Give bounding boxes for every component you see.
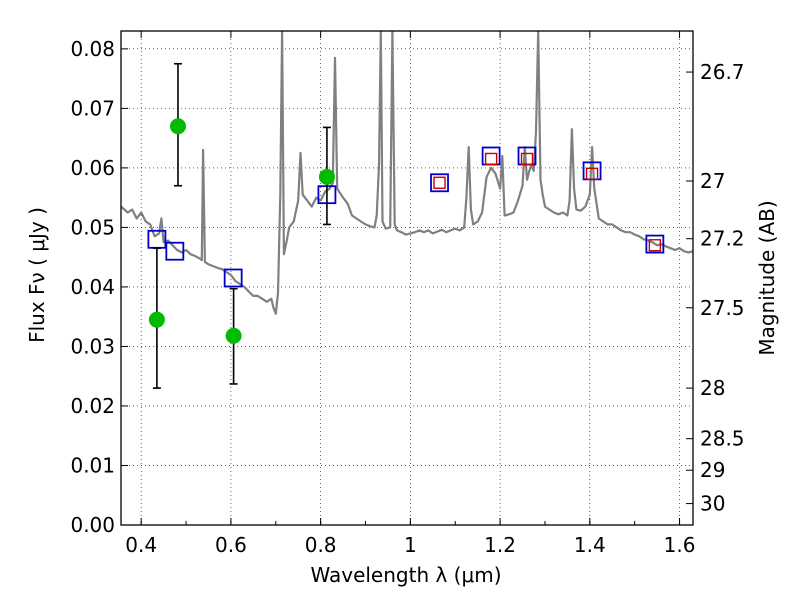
right-tick-label: 26.7 [700, 60, 745, 84]
model-photometry-marker [430, 173, 449, 193]
model-photometry-marker [165, 241, 185, 261]
right-tick-label: 29 [700, 458, 725, 482]
y-tick-label: 0.08 [70, 37, 115, 61]
right-axis-title: Magnitude (AB) [755, 200, 779, 355]
y-tick-label: 0.06 [70, 156, 115, 180]
y-tick-label: 0.03 [70, 334, 115, 358]
y-tick-label: 0.02 [70, 394, 115, 418]
right-tick-label: 27 [700, 169, 725, 193]
marker-layer [147, 62, 665, 389]
y-tick-label: 0.07 [70, 96, 115, 120]
hst-photometry-marker [648, 239, 662, 252]
hst-photometry-marker [520, 152, 534, 166]
y-tick-label: 0.05 [70, 215, 115, 239]
x-tick-label: 1.4 [574, 533, 606, 557]
x-tick-label: 1.2 [484, 533, 516, 557]
acs-photometry-point [225, 327, 242, 344]
x-tick-label: 0.8 [305, 533, 337, 557]
grid-lines [121, 31, 693, 526]
right-tick-label: 28.5 [700, 427, 745, 451]
y-tick-label: 0.01 [70, 453, 115, 477]
y-tick-label: 0.04 [70, 275, 115, 299]
right-tick-label: 28 [700, 376, 725, 400]
spectrum-line [121, 31, 693, 315]
plot-frame [120, 30, 694, 526]
hst-photometry-marker [484, 152, 498, 166]
acs-photometry-point [318, 168, 335, 185]
x-tick-label: 0.6 [215, 533, 247, 557]
hst-photometry-marker [433, 176, 446, 189]
model-photometry-marker [645, 234, 665, 254]
spectrum-layer [121, 31, 693, 315]
acs-photometry-point [169, 118, 186, 135]
x-axis-title: Wavelength λ (μm) [310, 563, 501, 587]
acs-photometry-point [148, 311, 165, 328]
x-tick-label: 1 [404, 533, 417, 557]
x-tick-label: 1.6 [664, 533, 696, 557]
axis-ticks: 0.4 0.6 0.8 1 1.2 1.4 1.6 0.00 0.01 0.02 0.03 0.04 0… [70, 31, 745, 557]
y-axis-title: Flux Fν ( μJy ) [25, 207, 49, 343]
x-tick-label: 0.4 [125, 533, 157, 557]
y-tick-label: 0.00 [70, 513, 115, 537]
hst-photometry-marker [585, 167, 599, 181]
right-tick-label: 27.5 [700, 296, 745, 320]
right-tick-label: 30 [700, 492, 725, 516]
right-tick-label: 27.2 [700, 227, 745, 251]
model-photometry-marker [223, 268, 243, 288]
